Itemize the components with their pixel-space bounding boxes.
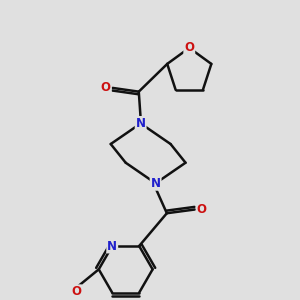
Text: O: O [101,81,111,94]
Text: O: O [184,41,194,54]
Text: N: N [107,239,117,253]
Text: O: O [71,285,81,298]
Text: N: N [151,177,160,190]
Text: N: N [136,117,146,130]
Text: O: O [196,203,207,216]
